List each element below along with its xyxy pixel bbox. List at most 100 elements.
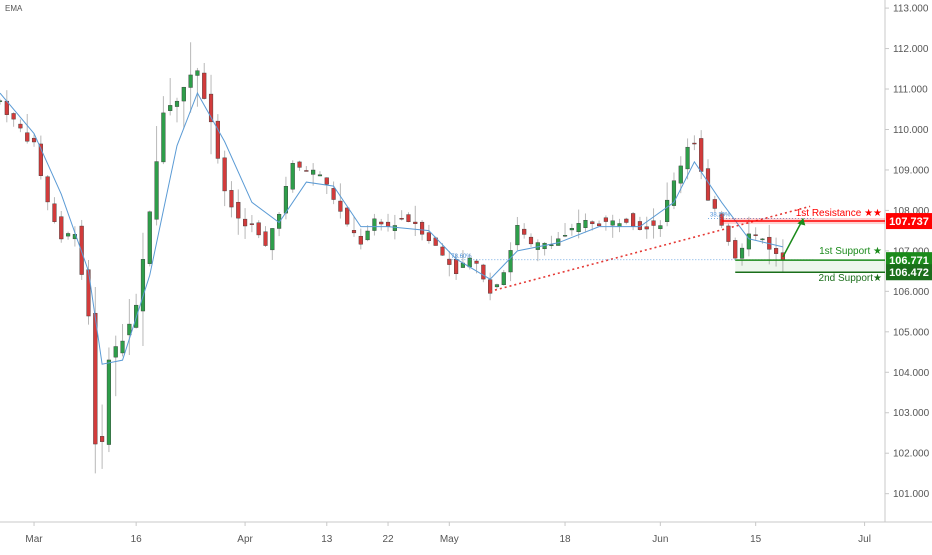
candle-body bbox=[392, 225, 397, 231]
candle-body bbox=[406, 214, 411, 222]
candle-body bbox=[195, 70, 200, 76]
candle-body bbox=[25, 132, 30, 142]
candle-body bbox=[474, 260, 479, 264]
candle-body bbox=[774, 248, 779, 254]
candle-body bbox=[127, 323, 132, 336]
candle-body bbox=[522, 228, 527, 235]
support-1-price-tag: 106.771 bbox=[889, 255, 929, 267]
candle-body bbox=[549, 244, 554, 247]
support-1-price-tag-bg bbox=[886, 252, 932, 269]
candle-body bbox=[385, 221, 391, 227]
candle-body bbox=[508, 250, 513, 273]
x-tick-label: Mar bbox=[25, 534, 43, 545]
x-tick-label: Apr bbox=[237, 534, 253, 545]
candle-body bbox=[671, 180, 677, 206]
candle-body bbox=[440, 246, 445, 256]
candle-body bbox=[18, 123, 23, 129]
candle-body bbox=[644, 226, 649, 230]
candle-body bbox=[454, 259, 459, 275]
candle-body bbox=[753, 234, 758, 236]
candle-body bbox=[174, 100, 180, 107]
candle-body bbox=[0, 100, 3, 102]
candle-body bbox=[692, 142, 697, 145]
y-tick-label: 102.000 bbox=[893, 449, 930, 460]
candle-body bbox=[651, 220, 656, 226]
candle-body bbox=[311, 169, 316, 175]
candle-body bbox=[202, 72, 207, 99]
ema-line bbox=[0, 91, 784, 365]
indicator-label: EMA bbox=[5, 4, 23, 13]
candle-body bbox=[208, 93, 214, 123]
support-2-label: 2nd Support★ bbox=[819, 273, 882, 284]
candle-body bbox=[100, 436, 105, 442]
projection-arrow bbox=[782, 218, 804, 258]
candle-body bbox=[331, 188, 336, 200]
candle-body bbox=[760, 238, 765, 241]
candle-body bbox=[66, 233, 71, 237]
candle-body bbox=[658, 225, 663, 230]
candle-body bbox=[603, 217, 608, 222]
candle-body bbox=[494, 284, 500, 288]
candle-body bbox=[569, 228, 574, 231]
candle-body bbox=[229, 190, 234, 208]
candle-body bbox=[161, 112, 166, 163]
candle-body bbox=[11, 113, 16, 120]
candle-body bbox=[324, 177, 329, 185]
candle-body bbox=[631, 213, 636, 227]
candle-body bbox=[181, 86, 186, 102]
candle-body bbox=[120, 340, 125, 354]
y-tick-label: 106.000 bbox=[893, 287, 930, 298]
candle-body bbox=[733, 240, 738, 259]
y-tick-label: 109.000 bbox=[893, 165, 930, 176]
candle-body bbox=[719, 213, 724, 226]
candle-body bbox=[140, 259, 146, 312]
candle-body bbox=[256, 222, 261, 236]
fib-lower-line-label: 78.60% bbox=[451, 254, 472, 260]
y-tick-label: 112.000 bbox=[893, 44, 929, 55]
candle-body bbox=[610, 220, 615, 226]
candle-body bbox=[481, 264, 486, 280]
candle-body bbox=[304, 170, 309, 172]
candle-body bbox=[243, 218, 248, 227]
y-tick-label: 103.000 bbox=[893, 408, 930, 419]
resistance-price-tag-bg bbox=[886, 213, 932, 230]
candle-body bbox=[31, 137, 37, 143]
candle-body bbox=[147, 211, 152, 264]
support-1-label: 1st Support ★ bbox=[819, 246, 882, 257]
y-tick-label: 104.000 bbox=[893, 368, 930, 379]
y-tick-label: 107.000 bbox=[893, 246, 930, 257]
y-tick-label: 113.000 bbox=[893, 4, 929, 15]
candle-body bbox=[515, 225, 520, 246]
candle-body bbox=[665, 199, 670, 222]
support-2-price-tag-bg bbox=[886, 264, 932, 281]
candle-body bbox=[447, 258, 452, 265]
candle-body bbox=[38, 143, 43, 176]
support-zone bbox=[735, 260, 885, 273]
candle-body bbox=[52, 203, 57, 222]
x-tick-label: 15 bbox=[750, 534, 762, 545]
candle-body bbox=[372, 218, 377, 231]
candle-body bbox=[93, 312, 98, 445]
y-tick-label: 108.000 bbox=[893, 206, 930, 217]
candle-body bbox=[678, 165, 683, 184]
candle-body bbox=[528, 236, 534, 245]
candle-body bbox=[379, 221, 384, 225]
candle-body bbox=[685, 146, 690, 170]
candle-body bbox=[345, 207, 350, 225]
candle-body bbox=[746, 233, 751, 250]
support-2-price-tag: 106.472 bbox=[889, 267, 929, 279]
x-tick-label: 13 bbox=[321, 534, 333, 545]
candle-body bbox=[583, 220, 588, 228]
candle-body bbox=[420, 221, 425, 235]
candle-body bbox=[338, 200, 343, 212]
resistance-label: 1st Resistance ★★ bbox=[796, 208, 882, 219]
x-tick-label: May bbox=[440, 534, 459, 545]
candle-body bbox=[168, 105, 173, 111]
candle-body bbox=[106, 359, 111, 445]
candle-body bbox=[222, 157, 227, 192]
candle-body bbox=[590, 221, 595, 225]
candle-body bbox=[113, 346, 118, 358]
candle-body bbox=[726, 225, 731, 242]
candle-body bbox=[365, 230, 370, 241]
